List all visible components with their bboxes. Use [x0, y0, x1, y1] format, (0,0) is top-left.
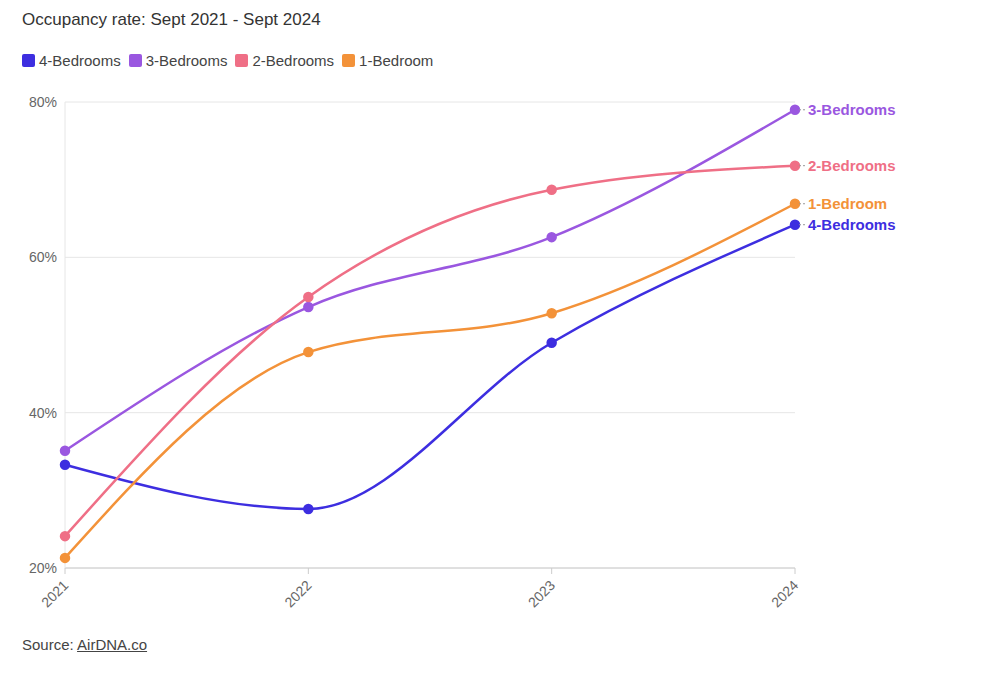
svg-text:1-Bedroom: 1-Bedroom — [808, 195, 887, 212]
html-text:Source: AirDNA.co: Source: AirDNA.co — [22, 636, 148, 653]
html-text:Occupancy rate: Sept 2021 - Se: Occupancy rate: Sept 2021 - Sept 2024 — [22, 10, 321, 29]
svg-text:40%: 40% — [29, 405, 57, 421]
svg-text:2024: 2024 — [768, 577, 801, 610]
svg-text:20%: 20% — [29, 560, 57, 576]
html-text:2-Bedrooms: 2-Bedrooms — [252, 52, 335, 69]
svg-text:2022: 2022 — [281, 577, 314, 610]
svg-text:60%: 60% — [29, 249, 57, 265]
html-text:4-Bedrooms: 4-Bedrooms — [39, 52, 121, 69]
html-text:1-Bedroom: 1-Bedroom — [359, 52, 434, 69]
svg-text:2021: 2021 — [38, 577, 71, 610]
svg-text:4-Bedrooms: 4-Bedrooms — [808, 216, 896, 233]
svg-text:2023: 2023 — [525, 577, 558, 610]
svg-text:3-Bedrooms: 3-Bedrooms — [808, 101, 896, 118]
svg-text:2-Bedrooms: 2-Bedrooms — [808, 157, 896, 174]
html-text:3-Bedrooms: 3-Bedrooms — [145, 52, 228, 69]
svg-text:80%: 80% — [29, 94, 57, 110]
